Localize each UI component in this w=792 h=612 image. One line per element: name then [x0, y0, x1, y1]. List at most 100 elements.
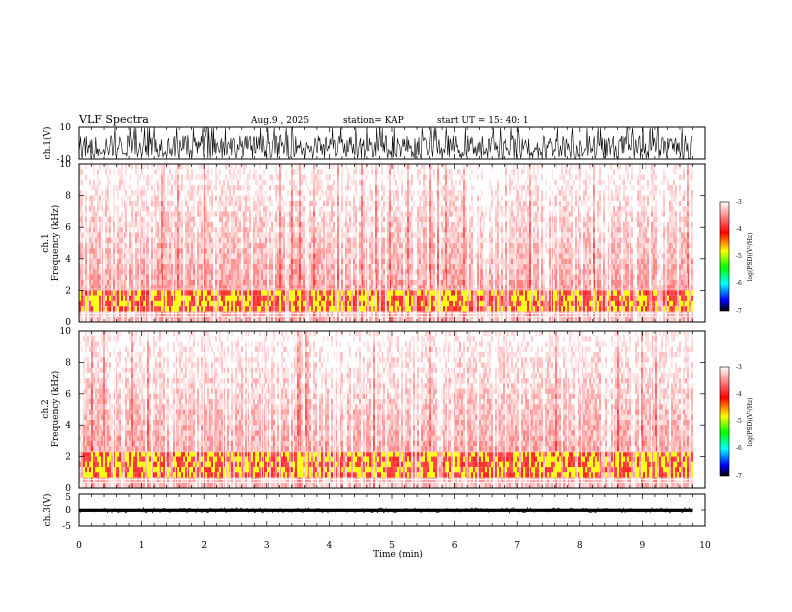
- spectro-cell: [353, 316, 355, 322]
- spectro-cell: [223, 264, 225, 270]
- spectro-cell: [503, 237, 505, 243]
- spectro-cell: [405, 200, 407, 207]
- spectro-cell: [257, 179, 259, 186]
- spectro-cell: [191, 295, 193, 301]
- spectro-cell: [321, 227, 323, 233]
- spectro-cell: [331, 264, 333, 270]
- spectro-cell: [353, 237, 355, 243]
- spectro-cell: [317, 269, 319, 275]
- spectro-cell: [387, 300, 389, 307]
- spectro-cell: [171, 248, 173, 254]
- spectro-cell: [193, 258, 195, 265]
- spectro-cell: [269, 316, 271, 322]
- spectro-cell: [117, 269, 119, 275]
- spectro-cell: [107, 221, 109, 228]
- spectro-cell: [347, 227, 349, 233]
- spectro-cell: [135, 306, 137, 312]
- spectro-cell: [493, 195, 495, 201]
- spectro-cell: [429, 200, 431, 207]
- spectro-cell: [171, 221, 173, 228]
- spectro-cell: [157, 221, 159, 228]
- spectro-cell: [259, 274, 261, 280]
- spectro-cell: [317, 316, 319, 322]
- spectro-cell: [197, 295, 199, 301]
- spectro-cell: [441, 190, 443, 196]
- spectro-cell: [327, 253, 329, 259]
- spectro-cell: [191, 227, 193, 233]
- spectro-cell: [359, 285, 361, 291]
- spectro-cell: [471, 306, 473, 312]
- spectro-cell: [241, 300, 243, 307]
- spectro-cell: [261, 295, 263, 301]
- spectro-cell: [449, 190, 451, 196]
- spectro-cell: [409, 279, 411, 286]
- spectro-cell: [233, 243, 235, 249]
- spectro-cell: [467, 253, 469, 259]
- spectro-cell: [359, 237, 361, 243]
- spectro-cell: [157, 311, 159, 317]
- spectro-cell: [355, 290, 357, 296]
- spectro-cell: [185, 300, 187, 307]
- spectro-cell: [239, 285, 241, 291]
- spectro-cell: [379, 237, 381, 243]
- spectro-cell: [245, 274, 247, 280]
- spectro-cell: [417, 243, 419, 249]
- spectro-cell: [443, 164, 445, 170]
- spectro-cell: [281, 279, 283, 286]
- spectro-cell: [253, 216, 255, 222]
- spectro-cell: [227, 306, 229, 312]
- spectro-cell: [381, 316, 383, 322]
- spectro-cell: [343, 311, 345, 317]
- spectro-cell: [265, 216, 267, 222]
- spectro-cell: [347, 169, 349, 175]
- spectro-cell: [223, 200, 225, 207]
- spectro-cell: [483, 258, 485, 265]
- spectro-cell: [491, 269, 493, 275]
- spectro-cell: [161, 195, 163, 201]
- spectro-cell: [463, 269, 465, 275]
- spectro-cell: [227, 232, 229, 238]
- spectro-cell: [359, 279, 361, 286]
- spectro-cell: [245, 211, 247, 217]
- spectro-cell: [207, 179, 209, 186]
- spectro-cell: [375, 227, 377, 233]
- spectro-cell: [299, 285, 301, 291]
- spectro-cell: [121, 169, 123, 175]
- spectro-cell: [343, 306, 345, 312]
- spectro-cell: [85, 274, 87, 280]
- spectro-cell: [277, 300, 279, 307]
- spectro-cell: [303, 274, 305, 280]
- spectro-cell: [247, 179, 249, 186]
- spectro-cell: [161, 227, 163, 233]
- spectro-cell: [277, 269, 279, 275]
- spectro-cell: [225, 264, 227, 270]
- spectro-cell: [211, 243, 213, 249]
- spectro-cell: [463, 300, 465, 307]
- spectro-cell: [243, 164, 245, 170]
- spectro-cell: [291, 185, 293, 191]
- spectro-cell: [119, 227, 121, 233]
- spectro-cell: [395, 269, 397, 275]
- spectro-cell: [159, 264, 161, 270]
- spectro-cell: [453, 316, 455, 322]
- spectro-cell: [361, 190, 363, 196]
- spectro-cell: [161, 216, 163, 222]
- spectro-cell: [221, 248, 223, 254]
- spectro-cell: [163, 200, 165, 207]
- spectro-cell: [213, 300, 215, 307]
- spectro-cell: [415, 243, 417, 249]
- spectro-cell: [395, 206, 397, 212]
- spectro-cell: [481, 306, 483, 312]
- spectro-cell: [219, 258, 221, 265]
- spectro-cell: [249, 237, 251, 243]
- spectro-cell: [189, 290, 191, 296]
- spectro-cell: [329, 264, 331, 270]
- spectro-cell: [337, 185, 339, 191]
- spectro-cell: [141, 221, 143, 228]
- spectro-cell: [259, 295, 261, 301]
- spectro-cell: [459, 306, 461, 312]
- spectro-cell: [115, 185, 117, 191]
- spectro-cell: [127, 221, 129, 228]
- spectro-cell: [447, 174, 449, 180]
- spectro-cell: [97, 295, 99, 301]
